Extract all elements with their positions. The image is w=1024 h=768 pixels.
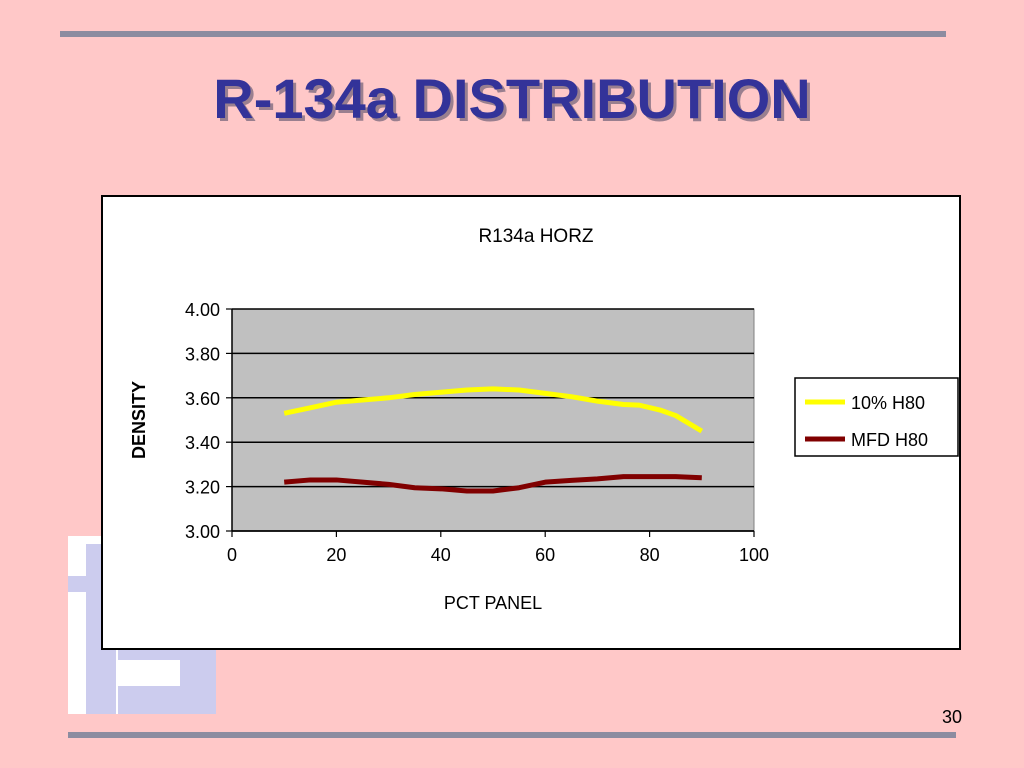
bottom-divider	[68, 732, 956, 738]
slide-title: R-134a DISTRIBUTION	[213, 67, 811, 130]
legend-box	[794, 377, 959, 457]
page-number: 30	[941, 707, 962, 727]
x-tick-label: 100	[739, 545, 769, 565]
x-tick-label: 40	[431, 545, 451, 565]
y-tick-label: 3.00	[185, 522, 220, 542]
legend-label-series-2: MFD H80	[851, 430, 928, 450]
series-line-1	[283, 386, 704, 434]
y-axis-label: DENSITY	[129, 381, 149, 459]
y-tick-label: 3.60	[185, 389, 220, 409]
top-divider	[60, 31, 946, 37]
x-tick-label: 80	[640, 545, 660, 565]
y-tick-label: 4.00	[185, 300, 220, 320]
y-tick-label: 3.20	[185, 478, 220, 498]
y-tick-label: 3.80	[185, 344, 220, 364]
plot-area	[231, 308, 755, 532]
chart-title: R134a HORZ	[478, 226, 593, 247]
series-line-2	[283, 474, 702, 494]
x-tick-label: 0	[227, 545, 237, 565]
y-tick-label: 3.40	[185, 433, 220, 453]
chart-frame: R134a HORZ 4.00 3.80 3.60 3.40 3.20 3.00 0 20 40…	[101, 195, 961, 650]
x-tick-label: 20	[326, 545, 346, 565]
x-tick-label: 60	[535, 545, 555, 565]
line-chart: R134a HORZ 4.00 3.80 3.60 3.40 3.20 3.00 0 20 40…	[129, 226, 959, 613]
x-axis-label: PCT PANEL	[444, 593, 542, 613]
chart-legend: 10% H80 MFD H80	[794, 377, 959, 457]
legend-label-series-1: 10% H80	[851, 393, 925, 413]
